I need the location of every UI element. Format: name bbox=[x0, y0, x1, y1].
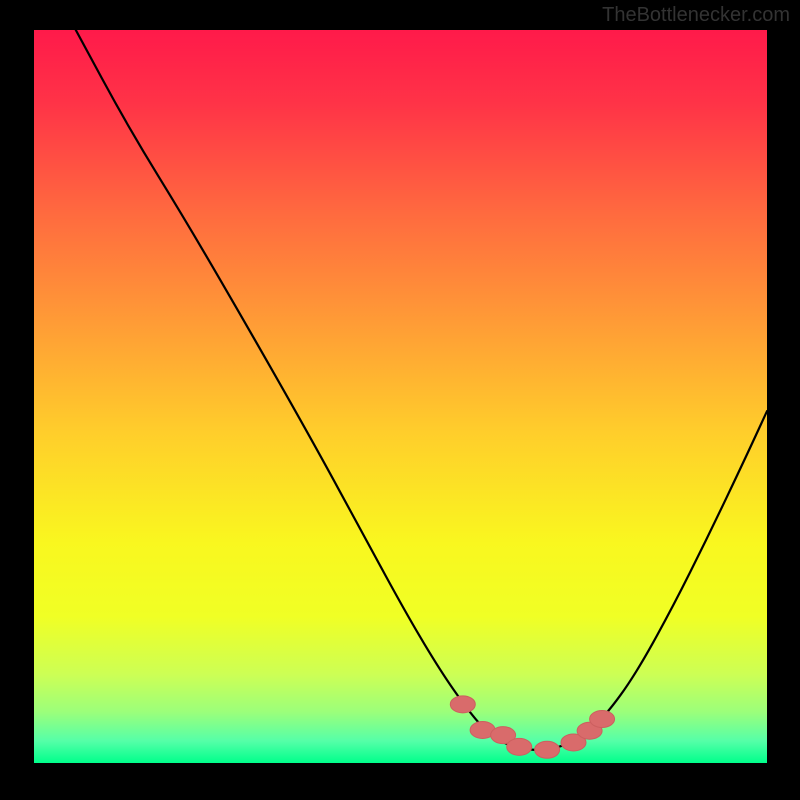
chart-svg bbox=[34, 30, 767, 763]
attribution-text: TheBottlenecker.com bbox=[602, 4, 790, 27]
highlight-marker bbox=[590, 711, 615, 728]
bottleneck-chart bbox=[34, 30, 767, 763]
highlight-marker bbox=[450, 696, 475, 713]
highlight-marker bbox=[535, 741, 560, 758]
performance-curve bbox=[76, 30, 767, 750]
highlight-marker bbox=[507, 738, 532, 755]
